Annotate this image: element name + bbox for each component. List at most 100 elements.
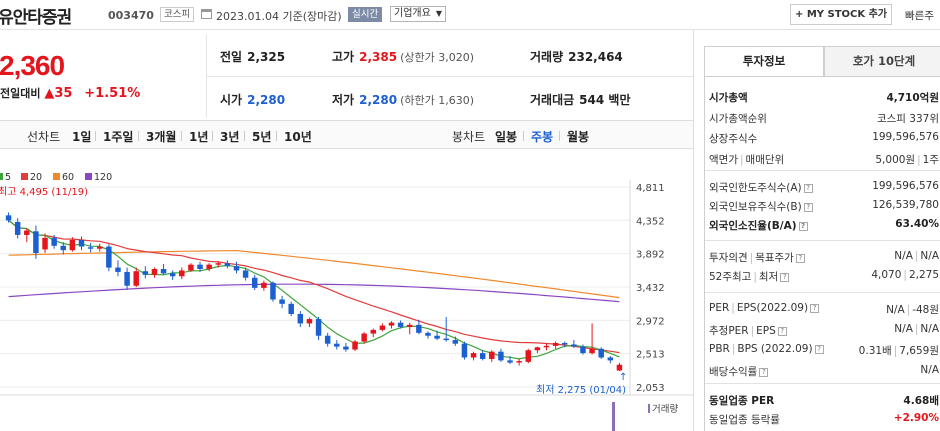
candle-body [370, 329, 376, 334]
divider [523, 131, 524, 141]
realtime-button[interactable]: 실시간 [348, 7, 383, 22]
legend-swatch [0, 173, 3, 180]
info-key: PBR | BPS (2022.09)? [709, 343, 824, 355]
period-10y[interactable]: 10년 [284, 130, 312, 144]
volume-value: 232,464 [568, 50, 623, 64]
stock-code: 003470 [108, 9, 154, 22]
candle-body [215, 263, 221, 265]
legend-swatch [53, 173, 60, 180]
volume-legend-swatch [648, 404, 650, 413]
candle-body [397, 322, 404, 328]
volume: 거래량 232,464 [530, 48, 623, 65]
candle-daily[interactable]: 일봉 [495, 130, 518, 144]
help-icon[interactable]: ? [798, 222, 808, 231]
tab-investment-info[interactable]: 투자정보 [704, 46, 824, 77]
open-label: 시가 [220, 93, 243, 107]
info-key: 액면가 | 매매단위 [709, 153, 785, 166]
period-1y[interactable]: 1년 [189, 130, 209, 144]
candle-weekly[interactable]: 주봉 [531, 130, 554, 144]
help-icon[interactable]: ? [780, 273, 790, 282]
candle-body [306, 319, 313, 324]
divider [212, 131, 213, 141]
trade-amount: 거래대금 544 백만 [530, 91, 630, 108]
y-axis: 4,811 4,352 3,892 3,432 2,972 2,513 2,053 [636, 183, 665, 394]
company-overview-select[interactable]: 기업개요 ▼ [390, 6, 446, 22]
divider [693, 30, 694, 431]
candle-body [461, 343, 468, 358]
tab-orderbook[interactable]: 호가 10단계 [824, 46, 940, 77]
info-value: 코스피 337위 [876, 112, 939, 125]
candle-body [233, 266, 240, 271]
high-label: 고가 [332, 50, 355, 64]
candle-body [498, 351, 504, 361]
help-icon[interactable]: ? [803, 184, 813, 193]
price-chart[interactable]: 5 20 60 120 4,811 4,352 3,892 3,432 2,972 2,513 2… [0, 150, 694, 431]
candle-body [224, 263, 231, 267]
separator: | [914, 250, 919, 262]
legend-label: 60 [62, 172, 74, 183]
stock-header: 유안타증권 003470 코스피 2023.01.04 기준(장마감) 실시간 … [0, 0, 940, 30]
candle-body [288, 303, 294, 314]
low-label: 저가 [332, 93, 355, 107]
candle-body [562, 342, 568, 345]
candle-body [598, 348, 604, 358]
change-value: ▲35 [44, 86, 73, 101]
info-key: 시가총액순위 [709, 112, 767, 125]
prev-close: 전일 2,325 [220, 48, 285, 65]
quick-search-link[interactable]: 빠른주 [905, 10, 934, 22]
info-key: 외국인한도주식수(A)? [709, 180, 813, 195]
volume-bar [612, 402, 615, 431]
divider [276, 131, 277, 141]
info-key: 투자의견 | 목표주가? [709, 250, 805, 265]
separator: | [731, 302, 735, 314]
info-key: 52주최고 | 최저? [709, 269, 790, 284]
info-key: 동일업종 등락률 [709, 414, 780, 426]
help-icon[interactable]: ? [803, 203, 813, 212]
add-mystock-button[interactable]: + MY STOCK 추가 [790, 4, 892, 25]
candle-body [197, 264, 203, 270]
upper-limit: (상한가 3,020) [400, 51, 474, 64]
legend-label: 20 [30, 172, 42, 183]
candle-body [87, 247, 94, 249]
help-icon[interactable]: ? [795, 254, 805, 263]
period-1w[interactable]: 1주일 [103, 130, 134, 144]
info-row: PBR | BPS (2022.09)? 0.31배 | 7,659원 [709, 343, 940, 359]
chevron-down-icon: ▼ [435, 9, 442, 18]
candle-body [452, 340, 459, 344]
help-icon[interactable]: ? [777, 326, 787, 336]
candle-monthly[interactable]: 월봉 [567, 130, 590, 144]
divider [95, 131, 96, 141]
help-icon[interactable]: ? [814, 345, 824, 354]
separator: | [753, 271, 757, 283]
period-3m[interactable]: 3개월 [146, 130, 177, 144]
period-5y[interactable]: 5년 [252, 130, 272, 144]
volume-area: 거래량 [612, 402, 678, 431]
legend-label: 5 [5, 172, 11, 183]
y-tick-label: 2,972 [636, 316, 665, 327]
candle-body [169, 273, 176, 277]
info-value: N/A | N/A [894, 250, 939, 262]
candle-body [142, 271, 149, 275]
candle-body [279, 299, 285, 304]
y-tick-label: 2,513 [636, 350, 665, 361]
low-price: 저가 2,280 (하한가 1,630) [332, 91, 474, 108]
info-tabs: 투자정보 호가 10단계 [704, 46, 940, 77]
help-icon[interactable]: ? [759, 367, 769, 377]
candle-body [489, 351, 495, 359]
divider [705, 240, 940, 241]
help-icon[interactable]: ? [810, 304, 820, 313]
candle-body [106, 246, 112, 268]
period-3y[interactable]: 3년 [220, 130, 240, 144]
info-row: 외국인보유주식수(B)? 126,539,780 [709, 199, 940, 215]
candle-body [51, 237, 57, 246]
info-row: 시가총액 4,710억원 [709, 90, 940, 106]
info-value: +2.90% [893, 412, 939, 424]
divider [705, 170, 940, 171]
info-row: 52주최고 | 최저? 4,070 | 2,275 [709, 269, 940, 285]
candle-body [97, 246, 103, 249]
period-1d[interactable]: 1일 [72, 130, 92, 144]
candle-body [416, 324, 422, 333]
info-value: 4,710억원 [886, 92, 939, 104]
info-key: 배당수익률? [709, 364, 769, 379]
candle-body [516, 361, 522, 363]
